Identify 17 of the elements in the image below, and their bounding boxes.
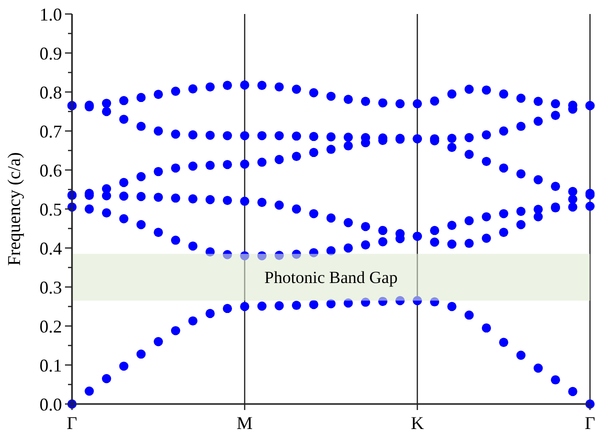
y-tick-label: 0.0	[40, 394, 62, 414]
y-axis-title: Frequency (c/a)	[4, 152, 24, 266]
y-tick-label: 0.1	[40, 355, 62, 376]
y-tick-label: 0.6	[40, 160, 62, 180]
y-tick-label: 0.7	[40, 121, 62, 142]
y-tick-label: 0.3	[40, 277, 62, 298]
y-tick-label: 0.8	[40, 82, 62, 102]
y-tick-label: 0.4	[40, 238, 62, 258]
y-tick-label: 1.0	[40, 4, 62, 24]
band-label: Photonic Band Gap	[264, 268, 398, 288]
y-tick-label: 0.9	[40, 43, 62, 64]
y-tick-label: 0.5	[40, 199, 62, 220]
x-tick-label: Γ	[584, 413, 595, 433]
x-tick-label: Γ	[66, 413, 78, 433]
x-tick-label: K	[410, 413, 424, 433]
y-tick-label: 0.2	[40, 316, 62, 336]
x-tick-label: M	[236, 413, 253, 433]
